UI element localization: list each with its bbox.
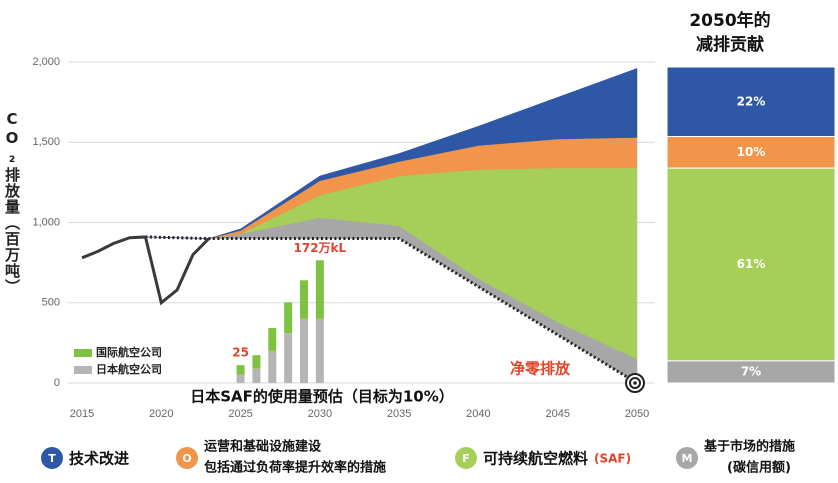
x-tick-label: 2040 [466,408,490,420]
x-tick-label: 2045 [545,408,569,420]
saf-bar [236,365,245,375]
x-axis-title: 日本SAF的使用量预估（目标为10%） [190,388,454,406]
area [145,68,638,239]
x-tick-label: 2050 [625,408,649,420]
contribution-bar [666,360,836,384]
saf-bar-label: 25 [232,346,249,360]
legend-label: 日本航空公司 [96,362,162,376]
saf-bar [300,318,308,383]
contribution-bar [666,136,836,169]
legend-label: 国际航空公司 [96,345,162,359]
legend-swatch [74,349,92,357]
y-tick-label: 2,000 [32,56,60,68]
saf-bar [268,350,277,383]
panel-title: 2050年的 [689,10,770,31]
history-line [81,235,210,306]
panel-title: 减排贡献 [696,34,764,55]
saf-bar [268,328,277,351]
contribution-bar [666,66,836,138]
legend-label: 基于市场的措施 [703,439,795,455]
legend-label: 可持续航空燃料 [483,450,588,468]
legend-label: 技术改进 [69,450,129,468]
legend-label: 运营和基础设施建设 [204,439,322,455]
legend-icon [176,447,198,469]
saf-bar [236,374,245,383]
contribution-label: 10% [737,145,766,159]
y-tick-label: 1,500 [32,136,60,148]
legend-detail: 包括通过负荷率提升效率的措施 [204,460,386,476]
x-tick-label: 2015 [70,408,94,420]
y-tick-label: 0 [54,377,60,389]
x-tick-label: 2020 [149,408,173,420]
x-tick-label: 2035 [387,408,411,420]
legend-icon-letter: T [48,452,56,465]
contribution-label: 61% [737,257,766,271]
y-axis-label: CO₂排放量（百万吨） [3,110,21,295]
legend-swatch [74,366,92,374]
saf-bar [315,260,324,319]
legend-icon-letter: M [682,452,693,465]
saf-bar [300,280,308,319]
saf-bar [315,318,324,383]
contribution-label: 7% [741,364,761,378]
x-tick-label: 2030 [308,408,332,420]
legend-icon-letter: F [462,452,470,465]
legend-icon [455,447,477,469]
saf-bar-label: 172万kL [294,241,347,255]
legend-icon-letter: O [182,452,191,465]
saf-bar [284,333,293,383]
legend-tag: (SAF) [594,452,631,466]
x-tick-label: 2025 [228,408,252,420]
contribution-bar [666,167,836,362]
target-icon [633,381,637,385]
saf-bar [284,302,293,334]
legend-icon [676,447,698,469]
legend-icon [41,447,63,469]
saf-bar [252,368,261,383]
saf-bar [252,355,261,369]
legend-detail: (碳信用额) [727,460,791,476]
contribution-label: 22% [737,94,766,108]
net-zero-label: 净零排放 [510,360,571,378]
y-tick-label: 1,000 [32,216,60,228]
y-tick-label: 500 [42,297,60,309]
net-path [145,235,638,385]
